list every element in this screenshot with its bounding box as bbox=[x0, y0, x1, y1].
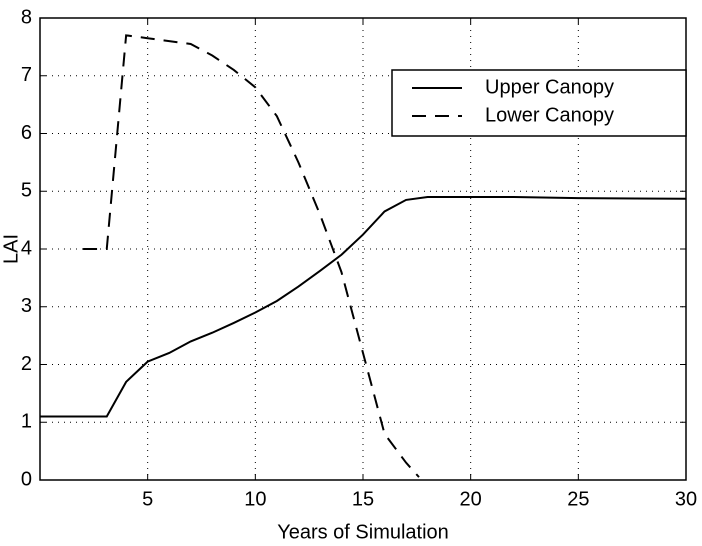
y-tick-label: 0 bbox=[21, 468, 32, 490]
y-tick-label: 7 bbox=[21, 64, 32, 86]
y-tick-label: 1 bbox=[21, 411, 32, 433]
x-axis-label: Years of Simulation bbox=[277, 521, 449, 543]
y-tick-label: 6 bbox=[21, 122, 32, 144]
line-series bbox=[83, 34, 420, 478]
legend-label: Lower Canopy bbox=[485, 104, 614, 126]
y-axis-label: LAI bbox=[0, 234, 22, 264]
y-tick-label: 4 bbox=[21, 237, 32, 259]
line-series bbox=[40, 196, 687, 418]
x-tick-label: 25 bbox=[567, 488, 589, 510]
legend-label: Upper Canopy bbox=[485, 76, 614, 98]
x-tick-label: 5 bbox=[142, 488, 153, 510]
x-tick-label: 15 bbox=[352, 488, 374, 510]
x-tick-label: 30 bbox=[675, 488, 697, 510]
y-tick-label: 2 bbox=[21, 353, 32, 375]
x-tick-label: 20 bbox=[460, 488, 482, 510]
y-tick-label: 8 bbox=[21, 6, 32, 28]
y-tick-label: 5 bbox=[21, 180, 32, 202]
legend-box bbox=[391, 69, 687, 137]
y-tick-label: 3 bbox=[21, 295, 32, 317]
plot-frame bbox=[39, 17, 687, 481]
x-tick-label: 10 bbox=[244, 488, 266, 510]
